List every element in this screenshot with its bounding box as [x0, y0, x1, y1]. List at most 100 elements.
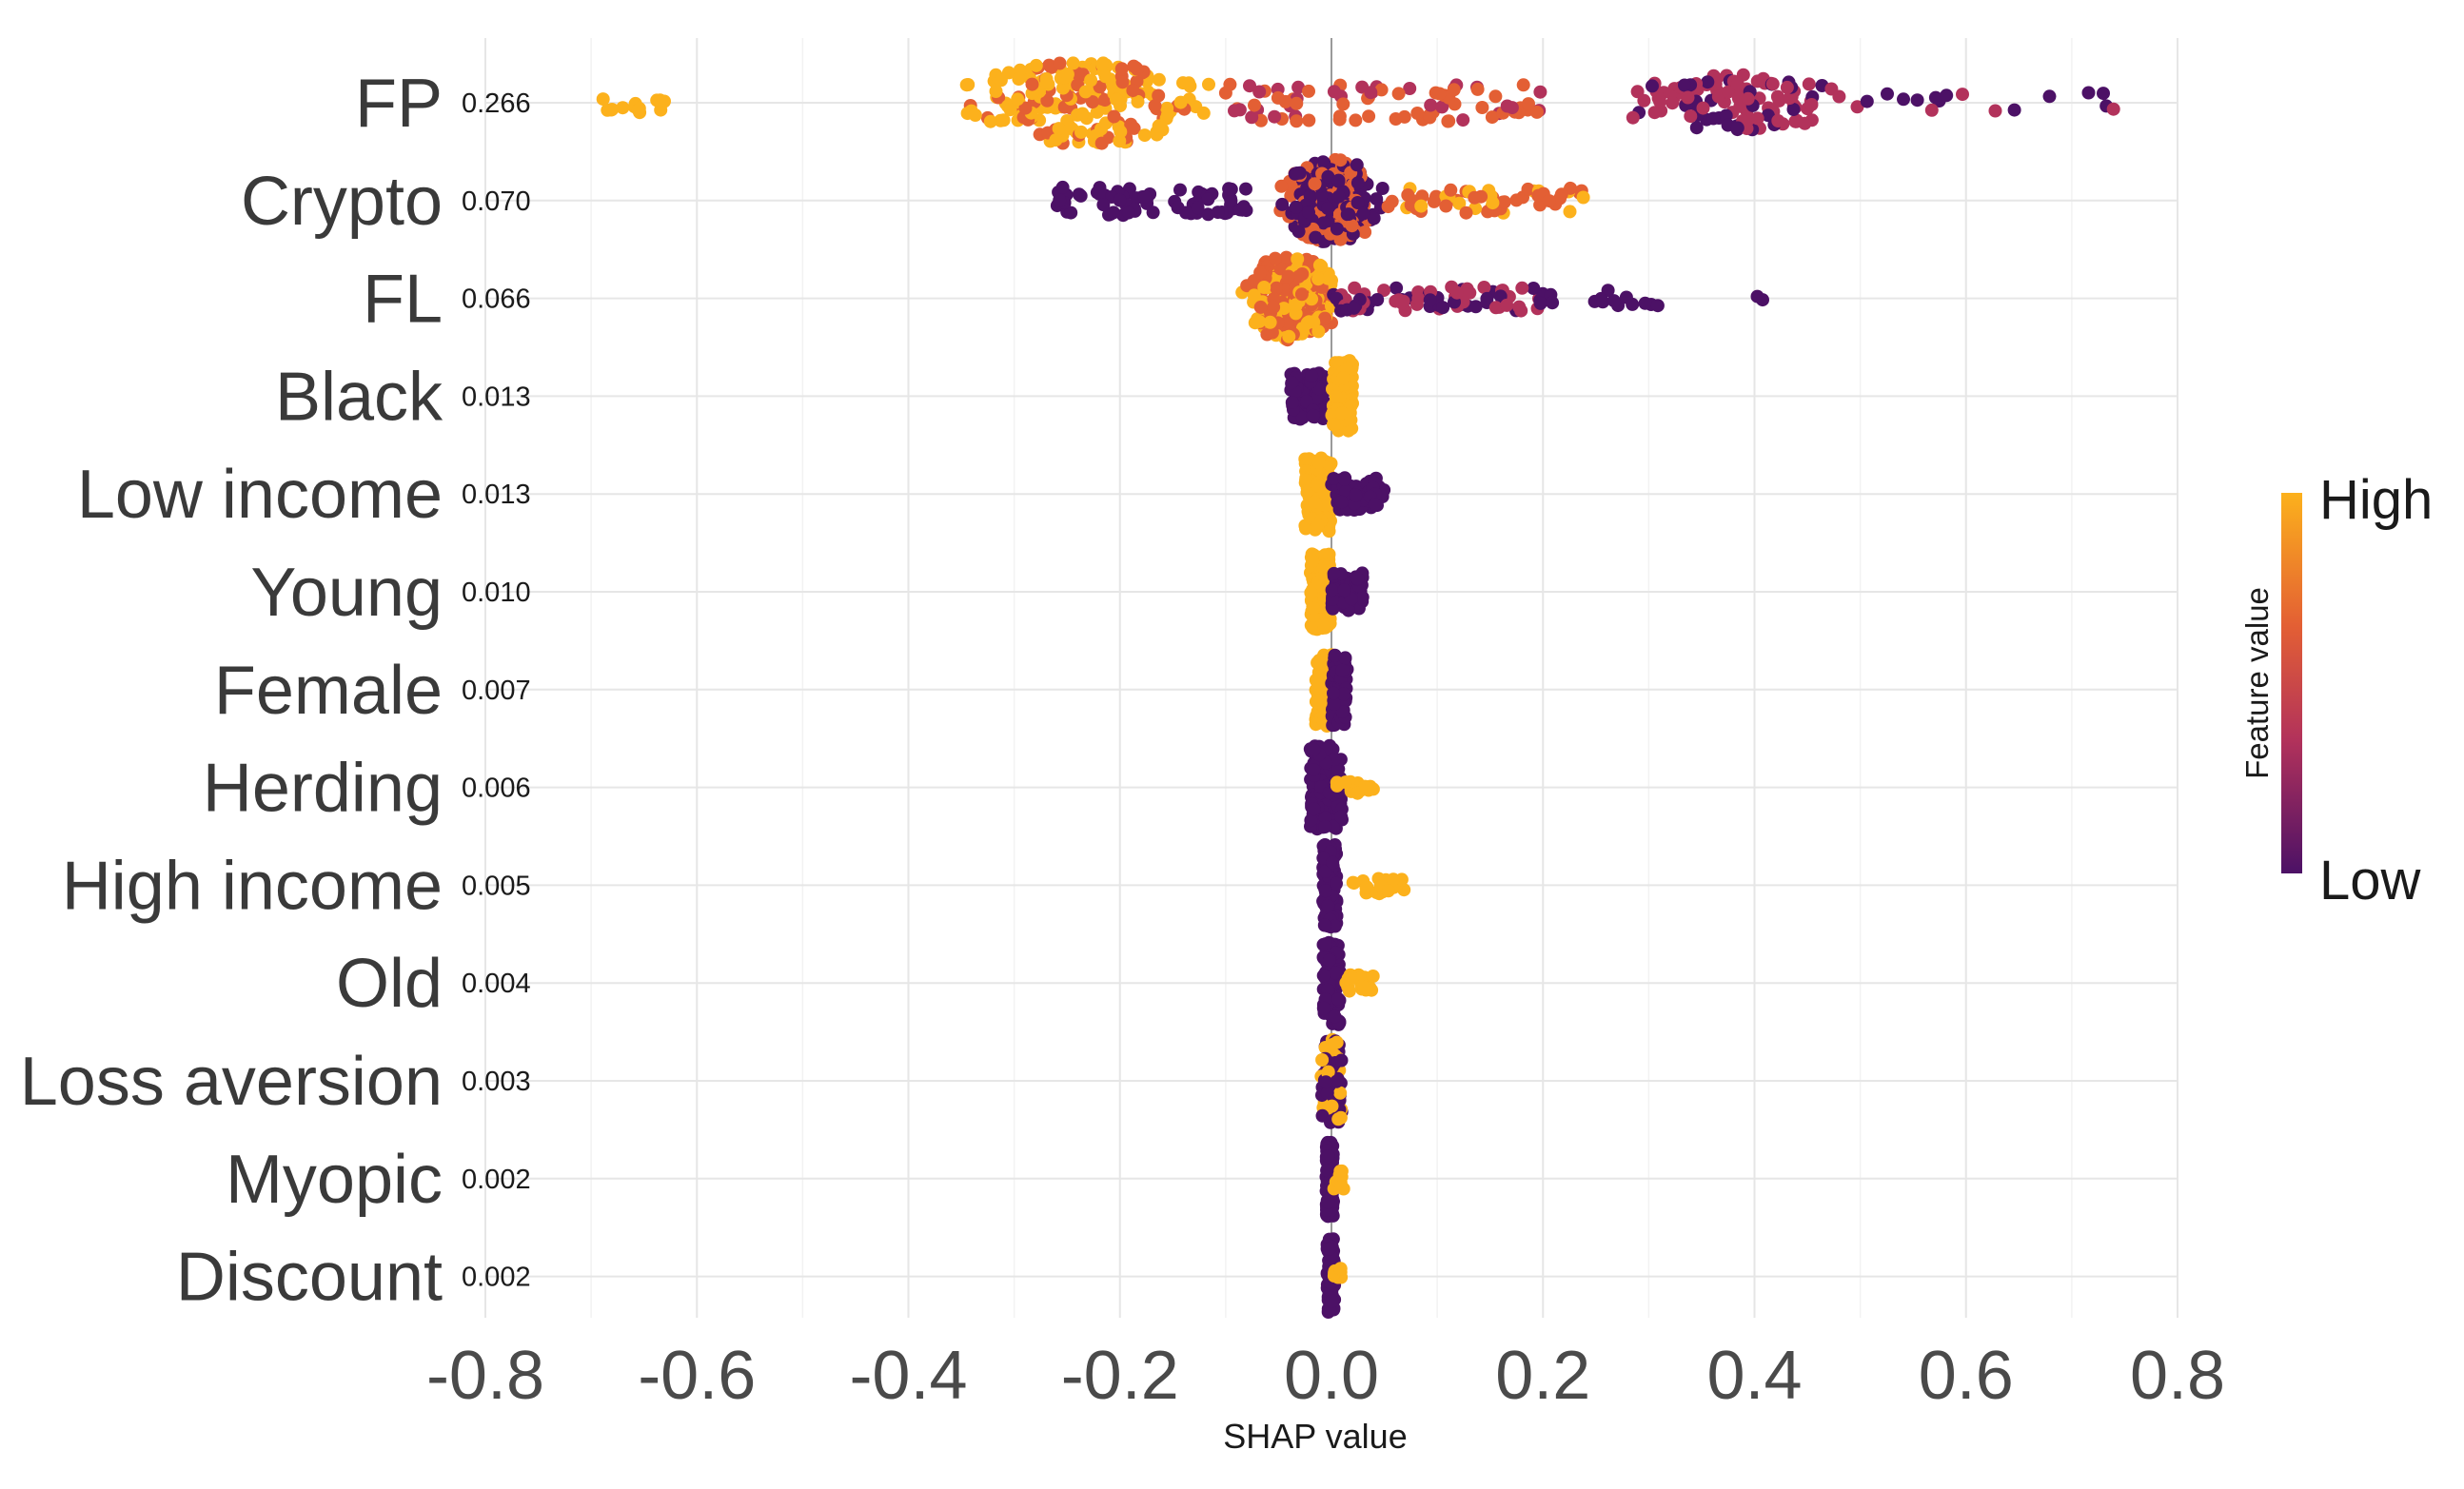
shap-point — [1350, 572, 1365, 586]
shap-point — [1328, 649, 1342, 662]
legend-title: Feature value — [2239, 587, 2275, 779]
shap-point — [1485, 110, 1499, 125]
shap-point — [1279, 250, 1293, 264]
x-tick-label: 0.2 — [1495, 1338, 1590, 1414]
shap-point — [1312, 456, 1326, 470]
shap-point — [1146, 206, 1160, 220]
shap-point — [1291, 269, 1306, 284]
shap-point — [1052, 122, 1066, 136]
shap-point — [1265, 325, 1279, 340]
shap-point — [1322, 547, 1336, 561]
shap-point — [1152, 72, 1166, 87]
shap-point — [596, 92, 610, 107]
shap-point — [1302, 84, 1315, 98]
x-tick-label: -0.2 — [1061, 1338, 1179, 1414]
shap-point — [1311, 676, 1325, 690]
shap-point — [1049, 133, 1063, 147]
feature-row-crypto — [1050, 152, 1590, 248]
shap-point — [1374, 83, 1389, 97]
shap-point — [1201, 207, 1215, 222]
shap-point — [1330, 876, 1343, 891]
shap-point — [1152, 88, 1166, 103]
shap-point — [994, 73, 1008, 88]
shap-point — [1459, 206, 1473, 220]
shap-point — [1765, 77, 1780, 91]
shap-point — [1756, 293, 1769, 307]
shap-point — [1860, 94, 1874, 108]
shap-point — [1626, 110, 1640, 125]
shap-point — [1527, 282, 1541, 295]
shap-point — [1329, 966, 1343, 980]
shap-point — [1302, 113, 1316, 127]
shap-point — [1630, 85, 1645, 99]
shap-point — [1330, 222, 1344, 236]
shap-point — [1328, 919, 1342, 933]
shap-point — [1328, 1009, 1342, 1024]
x-tick-label: 0.0 — [1284, 1338, 1379, 1414]
shap-point — [1281, 269, 1295, 284]
shap-point — [1003, 103, 1017, 117]
shap-point — [1337, 583, 1351, 598]
shap-point — [1678, 78, 1691, 92]
shap-point — [1456, 113, 1470, 127]
shap-point — [1436, 301, 1450, 315]
shap-point — [1470, 82, 1485, 96]
shap-point — [1403, 82, 1417, 95]
shap-point — [1377, 284, 1391, 298]
shap-point — [1327, 418, 1341, 432]
shap-point — [1071, 67, 1085, 81]
shap-point — [1113, 193, 1127, 207]
shap-point — [1331, 992, 1346, 1006]
feature-importance-value: 0.007 — [462, 676, 531, 706]
shap-point — [1475, 101, 1489, 114]
legend-low-label: Low — [2319, 850, 2422, 911]
shap-point — [1107, 109, 1121, 124]
shap-point — [1327, 566, 1341, 580]
shap-point — [2007, 103, 2021, 117]
feature-row-old — [1316, 935, 1380, 1031]
shap-point — [1325, 1294, 1339, 1308]
shap-point — [1321, 899, 1335, 913]
shap-point — [1442, 114, 1456, 128]
shap-point — [1390, 281, 1404, 295]
shap-point — [1311, 272, 1326, 286]
shap-point — [1263, 315, 1277, 329]
shap-point — [1311, 518, 1325, 532]
shap-point — [1832, 89, 1846, 104]
feature-label: Old — [336, 946, 443, 1022]
shap-point — [1253, 300, 1268, 314]
shap-point — [2106, 102, 2120, 116]
shap-point — [1318, 937, 1332, 951]
shap-point — [1191, 201, 1205, 215]
shap-point — [1075, 107, 1090, 121]
shap-point — [1236, 200, 1251, 214]
shap-point — [1533, 296, 1547, 310]
feature-label: Myopic — [226, 1142, 443, 1218]
shap-point — [1056, 81, 1070, 95]
feature-row-fp — [596, 56, 2120, 150]
x-tick-label: -0.8 — [426, 1338, 544, 1414]
shap-point — [1345, 219, 1359, 233]
shap-point — [1411, 291, 1426, 305]
shap-point — [1325, 583, 1339, 598]
feature-row-high-income — [1316, 838, 1411, 934]
shap-point — [1424, 98, 1438, 112]
shap-point — [1291, 225, 1306, 239]
shap-point — [1321, 202, 1335, 216]
shap-point — [1223, 77, 1237, 91]
shap-point — [631, 103, 645, 117]
shap-point — [1521, 182, 1535, 196]
shap-point — [1239, 182, 1252, 196]
shap-point — [1924, 103, 1939, 117]
shap-point — [1359, 880, 1373, 894]
shap-point — [1330, 389, 1343, 403]
shap-point — [1243, 79, 1256, 93]
shap-point — [1270, 281, 1284, 295]
feature-importance-value: 0.066 — [462, 284, 531, 315]
shap-point — [1053, 56, 1067, 70]
shap-point — [1307, 742, 1321, 756]
feature-label: Young — [250, 555, 443, 631]
feature-row-young — [1304, 547, 1370, 637]
shap-point — [1029, 58, 1043, 72]
shap-point — [1375, 182, 1390, 195]
